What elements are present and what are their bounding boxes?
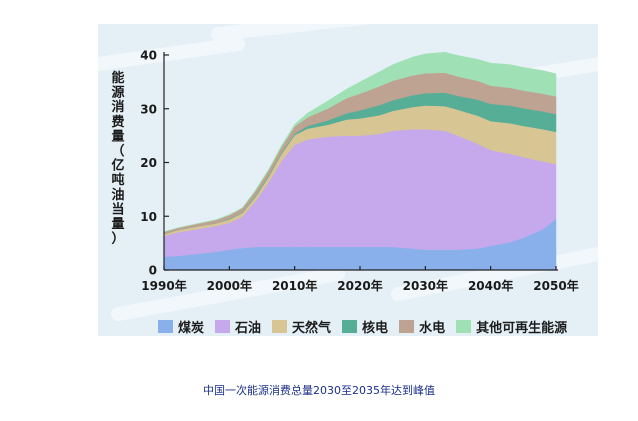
x-tick-label: 2030年 (403, 278, 448, 293)
legend-swatch (215, 320, 231, 333)
legend-item-0: 煤炭 (158, 317, 204, 336)
legend-label: 石油 (235, 321, 262, 336)
background-streak (111, 267, 345, 321)
x-tick-label: 2000年 (207, 278, 252, 293)
y-tick-label: 30 (140, 102, 157, 116)
chart-figure: 0 10 20 30 40 1990年 2000年 2010年 2020年 2030年 2040年 2… (98, 24, 598, 336)
legend-label: 煤炭 (178, 321, 205, 336)
legend: 煤炭 石油 天然气 核电 水电 其他可再生能源 (158, 317, 578, 336)
y-tick-label: 10 (140, 210, 157, 224)
chart-svg: 0 10 20 30 40 1990年 2000年 2010年 2020年 2030年 2040年 2… (98, 24, 598, 321)
legend-item-3: 核电 (342, 317, 388, 336)
area-series-5 (163, 52, 557, 233)
y-tick-label: 0 (149, 264, 157, 278)
y-axis-label: 能源消费量（亿吨油当量） (111, 70, 124, 247)
legend-label: 水电 (419, 321, 446, 336)
legend-item-2: 天然气 (272, 317, 331, 336)
x-tick-label: 2040年 (468, 278, 513, 293)
legend-swatch (399, 320, 415, 333)
y-tick-label: 40 (140, 49, 157, 63)
x-tick-label: 2020年 (337, 278, 382, 293)
area-series-group (163, 52, 557, 271)
x-tick-label: 2010年 (272, 278, 317, 293)
y-tick-label: 20 (140, 156, 157, 170)
legend-item-4: 水电 (399, 317, 445, 336)
legend-swatch (456, 320, 472, 333)
background-streak (211, 24, 372, 41)
legend-swatch (272, 320, 288, 333)
x-tick-label: 2050年 (533, 278, 578, 293)
figure-caption: 中国一次能源消费总量2030至2035年达到峰值 (203, 384, 435, 397)
legend-swatch (342, 320, 358, 333)
background-streak (98, 37, 245, 71)
legend-swatch (158, 320, 173, 333)
x-tick-label: 1990年 (141, 278, 186, 293)
axes-group: 0 10 20 30 40 1990年 2000年 2010年 2020年 2030年 2040年 2… (111, 49, 578, 294)
legend-label: 其他可再生能源 (476, 321, 568, 336)
background-streak (391, 247, 598, 301)
legend-item-1: 石油 (215, 317, 261, 336)
legend-label: 天然气 (292, 321, 332, 336)
legend-item-5: 其他可再生能源 (456, 317, 567, 336)
legend-label: 核电 (362, 321, 389, 336)
